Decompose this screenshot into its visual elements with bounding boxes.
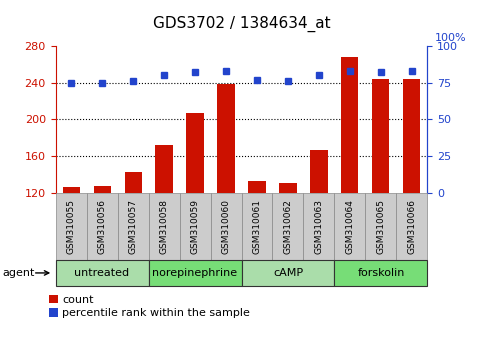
Bar: [403, 79, 421, 193]
Bar: [125, 172, 142, 193]
Text: agent: agent: [2, 268, 35, 278]
Bar: [341, 57, 358, 193]
Text: GSM310063: GSM310063: [314, 199, 324, 254]
Bar: [156, 145, 172, 193]
Bar: [62, 187, 80, 193]
Text: GSM310060: GSM310060: [222, 199, 230, 254]
Legend: count, percentile rank within the sample: count, percentile rank within the sample: [49, 295, 250, 318]
Text: GSM310062: GSM310062: [284, 199, 293, 254]
Text: forskolin: forskolin: [357, 268, 405, 278]
Bar: [311, 150, 327, 193]
Bar: [217, 84, 235, 193]
Text: GSM310058: GSM310058: [159, 199, 169, 254]
Bar: [372, 79, 389, 193]
Bar: [94, 185, 111, 193]
Text: GSM310057: GSM310057: [128, 199, 138, 254]
Text: GSM310066: GSM310066: [408, 199, 416, 254]
Text: norepinephrine: norepinephrine: [153, 268, 238, 278]
Bar: [280, 183, 297, 193]
Text: GDS3702 / 1384634_at: GDS3702 / 1384634_at: [153, 16, 330, 32]
Bar: [248, 181, 266, 193]
Text: GSM310055: GSM310055: [67, 199, 75, 254]
Text: GSM310059: GSM310059: [190, 199, 199, 254]
Text: untreated: untreated: [74, 268, 129, 278]
Text: GSM310064: GSM310064: [345, 199, 355, 254]
Text: GSM310065: GSM310065: [376, 199, 385, 254]
Bar: [186, 113, 203, 193]
Text: 100%: 100%: [434, 33, 466, 43]
Text: cAMP: cAMP: [273, 268, 303, 278]
Text: GSM310061: GSM310061: [253, 199, 261, 254]
Text: GSM310056: GSM310056: [98, 199, 107, 254]
